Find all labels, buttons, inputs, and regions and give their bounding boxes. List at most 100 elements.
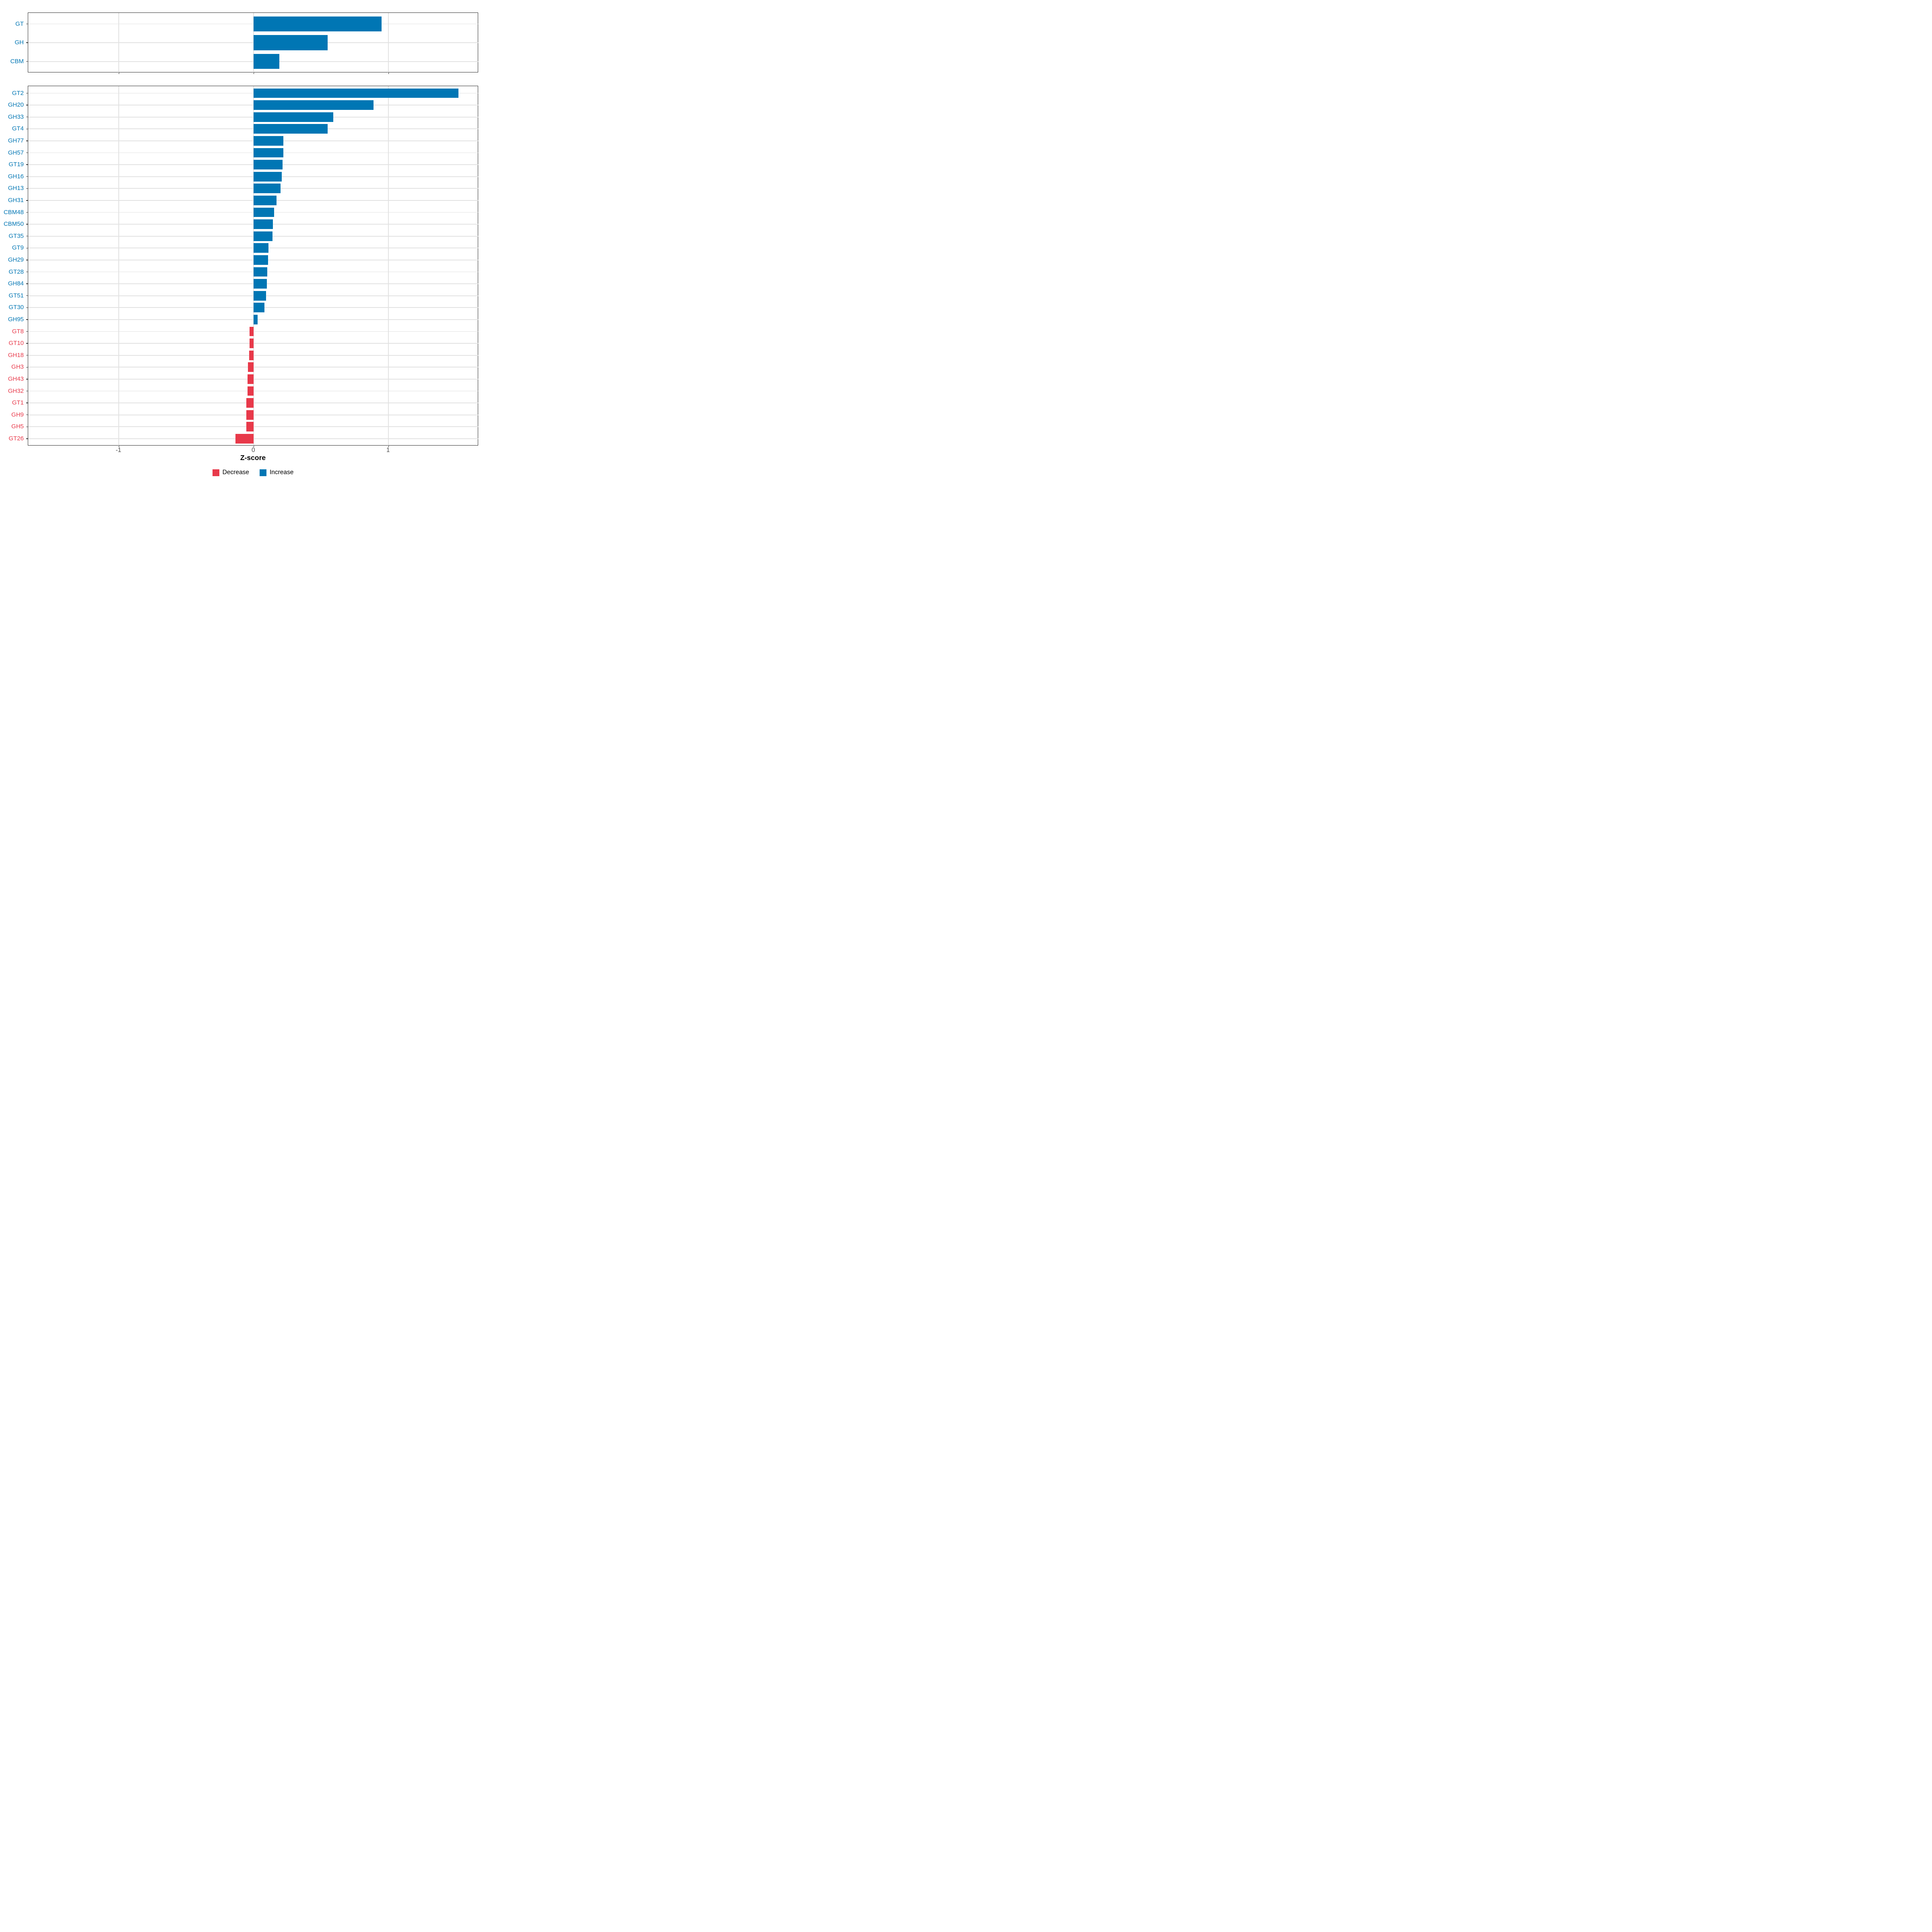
y-label-GT51: GT51	[8, 292, 24, 299]
y-label-GT8: GT8	[12, 328, 24, 335]
y-tick-GH95	[26, 319, 28, 320]
bar-CBM50	[254, 219, 273, 229]
bar-GH9	[246, 410, 254, 420]
y-label-GT26: GT26	[8, 435, 24, 442]
bar-GT4	[254, 124, 328, 134]
y-label-GT9: GT9	[12, 244, 24, 252]
y-label-GT30: GT30	[8, 304, 24, 311]
y-label-GH5: GH5	[11, 423, 24, 430]
bar-GH77	[254, 136, 283, 146]
bar-GT28	[254, 267, 268, 277]
bar-GH84	[254, 279, 267, 289]
y-label-GT35: GT35	[8, 232, 24, 239]
bar-GH33	[254, 112, 333, 122]
legend-item-increase: Increase	[259, 469, 294, 476]
x-tick-1	[388, 445, 389, 448]
y-label-GH43: GH43	[8, 375, 24, 382]
bar-CBM48	[254, 207, 274, 217]
y-tick-GH13	[26, 188, 28, 189]
legend-item-decrease: Decrease	[212, 469, 249, 476]
bar-GH	[254, 35, 328, 50]
y-label-GT19: GT19	[8, 161, 24, 168]
y-tick-CBM48	[26, 212, 28, 213]
gridline-x--1	[118, 86, 120, 446]
x-tick-label--1: -1	[116, 447, 122, 454]
legend-label-increase: Increase	[269, 469, 294, 476]
bar-GT10	[249, 339, 254, 348]
y-label-GH9: GH9	[11, 411, 24, 418]
y-label-GH95: GH95	[8, 316, 24, 323]
legend-label-decrease: Decrease	[222, 469, 249, 476]
bar-GH13	[254, 184, 281, 194]
y-label-GH16: GH16	[8, 173, 24, 180]
bar-GH20	[254, 100, 374, 110]
y-label-CBM50: CBM50	[3, 221, 24, 228]
y-label-CBM: CBM	[10, 58, 24, 65]
y-label-GT: GT	[15, 20, 24, 27]
bar-GT	[254, 16, 382, 32]
x-tick-label-1: 1	[386, 447, 390, 454]
bar-GT8	[250, 326, 254, 336]
y-label-GH20: GH20	[8, 101, 24, 109]
panel-enzyme-classes: GT GH CBM	[10, 12, 479, 74]
decrease-swatch-icon	[212, 469, 219, 476]
bar-GH31	[254, 196, 277, 205]
bar-GH95	[254, 315, 258, 324]
y-label-GH18: GH18	[8, 351, 24, 359]
y-tick-GH16	[26, 176, 28, 177]
bar-GH5	[246, 422, 254, 432]
bar-GH32	[247, 386, 254, 396]
bar-GT26	[235, 434, 254, 444]
x-tick-label-0: 0	[251, 447, 255, 454]
gridline-x--1	[118, 12, 120, 73]
increase-swatch-icon	[259, 469, 266, 476]
y-label-GH: GH	[14, 39, 24, 46]
bar-GH43	[248, 374, 254, 384]
zscore-bar-chart: GT GH CBM GT2 GH20 GH33 GT4 GH77 GH57 GT19 GH16 GH…	[0, 0, 483, 483]
y-label-GT4: GT4	[12, 125, 24, 132]
y-label-GH84: GH84	[8, 280, 24, 287]
y-tick-GT8	[26, 331, 28, 332]
y-label-GT1: GT1	[12, 399, 24, 407]
y-tick-GH77	[26, 140, 28, 141]
gridline-x-0	[253, 86, 254, 446]
x-axis-title: Z-score	[240, 454, 266, 462]
y-label-GH3: GH3	[11, 363, 24, 371]
bar-GH16	[254, 171, 282, 182]
y-label-GT2: GT2	[12, 89, 24, 97]
y-label-GH29: GH29	[8, 256, 24, 263]
y-tick-GT51	[26, 295, 28, 296]
bar-GT35	[254, 231, 273, 241]
y-label-GT10: GT10	[8, 340, 24, 347]
bar-GT9	[254, 243, 268, 253]
bar-GH18	[249, 350, 254, 360]
gridline-x-1	[388, 12, 389, 73]
y-tick-GT19	[26, 164, 28, 165]
y-label-GH57: GH57	[8, 149, 24, 156]
y-tick-GH84	[26, 283, 28, 284]
bar-GH57	[254, 148, 283, 158]
y-tick-GT1	[26, 402, 28, 403]
legend: Decrease Increase	[28, 468, 478, 477]
y-label-GH33: GH33	[8, 113, 24, 120]
gridline-x-0	[253, 12, 254, 73]
bar-GT19	[254, 160, 283, 169]
bar-GT2	[254, 88, 459, 98]
y-label-GH77: GH77	[8, 137, 24, 144]
bar-GT30	[254, 303, 265, 313]
bar-GT1	[246, 398, 254, 408]
y-label-GH13: GH13	[8, 185, 24, 192]
x-tick-1	[388, 72, 389, 74]
y-label-CBM48: CBM48	[3, 208, 24, 216]
gridline-x-1	[388, 86, 389, 446]
y-tick-GT26	[26, 438, 28, 439]
y-tick-GH	[26, 42, 28, 43]
y-label-GT28: GT28	[8, 268, 24, 275]
y-label-GH31: GH31	[8, 196, 24, 204]
y-tick-CBM	[26, 61, 28, 62]
bar-CBM	[254, 54, 279, 69]
bar-GH29	[254, 255, 268, 265]
bar-GH3	[248, 362, 254, 372]
bar-GT51	[254, 291, 266, 301]
panel-enzyme-families: GT2 GH20 GH33 GT4 GH77 GH57 GT19 GH16 GH13 GH31 CB…	[4, 85, 479, 448]
